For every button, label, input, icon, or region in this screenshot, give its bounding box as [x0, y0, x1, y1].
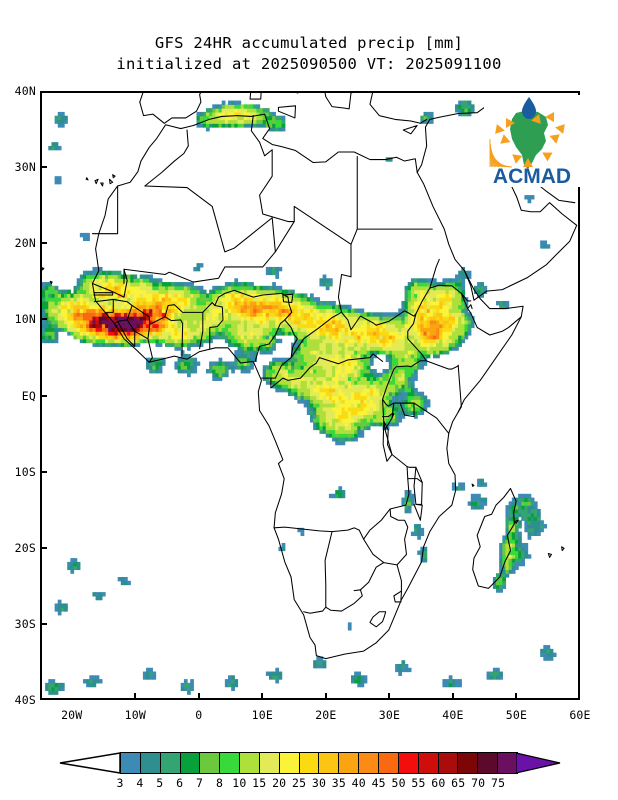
map-plot-area [40, 91, 580, 700]
colorbar-tick-label: 75 [490, 776, 506, 790]
colorbar-cell [478, 753, 499, 773]
colorbar-cell [180, 753, 201, 773]
colorbar-cell [498, 753, 517, 773]
colorbar-cell [339, 753, 360, 773]
x-axis-label: 0 [195, 708, 203, 722]
colorbar-tick-label: 5 [156, 776, 164, 790]
colorbar-tick-label: 20 [272, 776, 287, 790]
x-axis-label: 40E [442, 708, 464, 722]
colorbar-cell [299, 753, 320, 773]
logo-africa-icon [510, 110, 548, 169]
y-axis-label: 40S [14, 693, 36, 707]
colorbar [58, 752, 561, 774]
colorbar-cell [398, 753, 419, 773]
colorbar-cell [121, 753, 141, 773]
x-axis-label: 60E [569, 708, 591, 722]
colorbar-tick-label: 40 [351, 776, 366, 790]
precipitation-map [42, 93, 578, 695]
colorbar-tick-label: 3 [116, 776, 124, 790]
x-axis-label: 20W [61, 708, 83, 722]
colorbar-under-arrow [59, 752, 121, 774]
colorbar-tick-label: 35 [331, 776, 347, 790]
chart-title-block: GFS 24HR accumulated precip [mm] initial… [0, 33, 618, 75]
colorbar-cell [359, 753, 379, 773]
colorbar-tick-label: 4 [136, 776, 144, 790]
y-axis-label: 30N [14, 160, 36, 175]
x-axis-label: 10E [251, 708, 274, 722]
colorbar-tick-label: 10 [232, 776, 247, 790]
colorbar-cell [438, 753, 459, 773]
acmad-logo: ACMAD [484, 95, 580, 187]
chart-title-line-2: initialized at 2025090500 VT: 2025091100 [116, 55, 502, 73]
colorbar-over-arrow [516, 752, 561, 774]
y-axis-label: 20S [14, 540, 36, 555]
colorbar-cells [120, 752, 518, 774]
colorbar-cell [279, 753, 300, 773]
y-axis-label: 10S [14, 464, 36, 479]
y-axis-label: EQ [21, 388, 36, 403]
logo-fan-icon [489, 139, 513, 168]
colorbar-tick-label: 15 [252, 776, 267, 790]
colorbar-tick-label: 65 [451, 776, 466, 790]
y-axis-label: 40N [14, 84, 36, 98]
colorbar-tick-label: 25 [291, 776, 307, 790]
y-axis-label: 20N [14, 236, 36, 251]
logo-arrows-icon [495, 112, 565, 167]
y-axis-label: 10N [14, 312, 36, 327]
colorbar-cell [200, 753, 221, 773]
colorbar-tick-label: 55 [411, 776, 426, 790]
colorbar-cell [418, 753, 439, 773]
colorbar-tick-label: 70 [471, 776, 486, 790]
colorbar-tick-label: 7 [196, 776, 204, 790]
y-axis-label: 30S [14, 616, 36, 631]
colorbar-cell [259, 753, 280, 773]
colorbar-tick-label: 45 [371, 776, 386, 790]
logo-text: ACMAD [493, 165, 571, 187]
colorbar-tick-label: 60 [431, 776, 446, 790]
colorbar-tick-label: 50 [391, 776, 406, 790]
colorbar-cell [160, 753, 181, 773]
chart-title-line-1: GFS 24HR accumulated precip [mm] [154, 34, 464, 52]
colorbar-cell [458, 753, 479, 773]
colorbar-cell [319, 753, 340, 773]
colorbar-cell [220, 753, 241, 773]
colorbar-cell [240, 753, 260, 773]
x-axis-label: 20E [315, 708, 337, 722]
logo-droplet-icon [522, 97, 536, 119]
x-axis-label: 50E [505, 708, 528, 722]
colorbar-labels: 3 4 5 6 7 8 10 15 20 25 30 35 40 45 50 55 60 65 70 75 [58, 776, 560, 792]
colorbar-cell [140, 753, 161, 773]
x-axis-label: 30E [378, 708, 401, 722]
colorbar-tick-label: 8 [215, 776, 224, 790]
colorbar-tick-label: 30 [311, 776, 327, 790]
x-axis-label: 10W [124, 708, 146, 722]
colorbar-tick-label: 6 [176, 776, 184, 790]
colorbar-cell [378, 753, 399, 773]
